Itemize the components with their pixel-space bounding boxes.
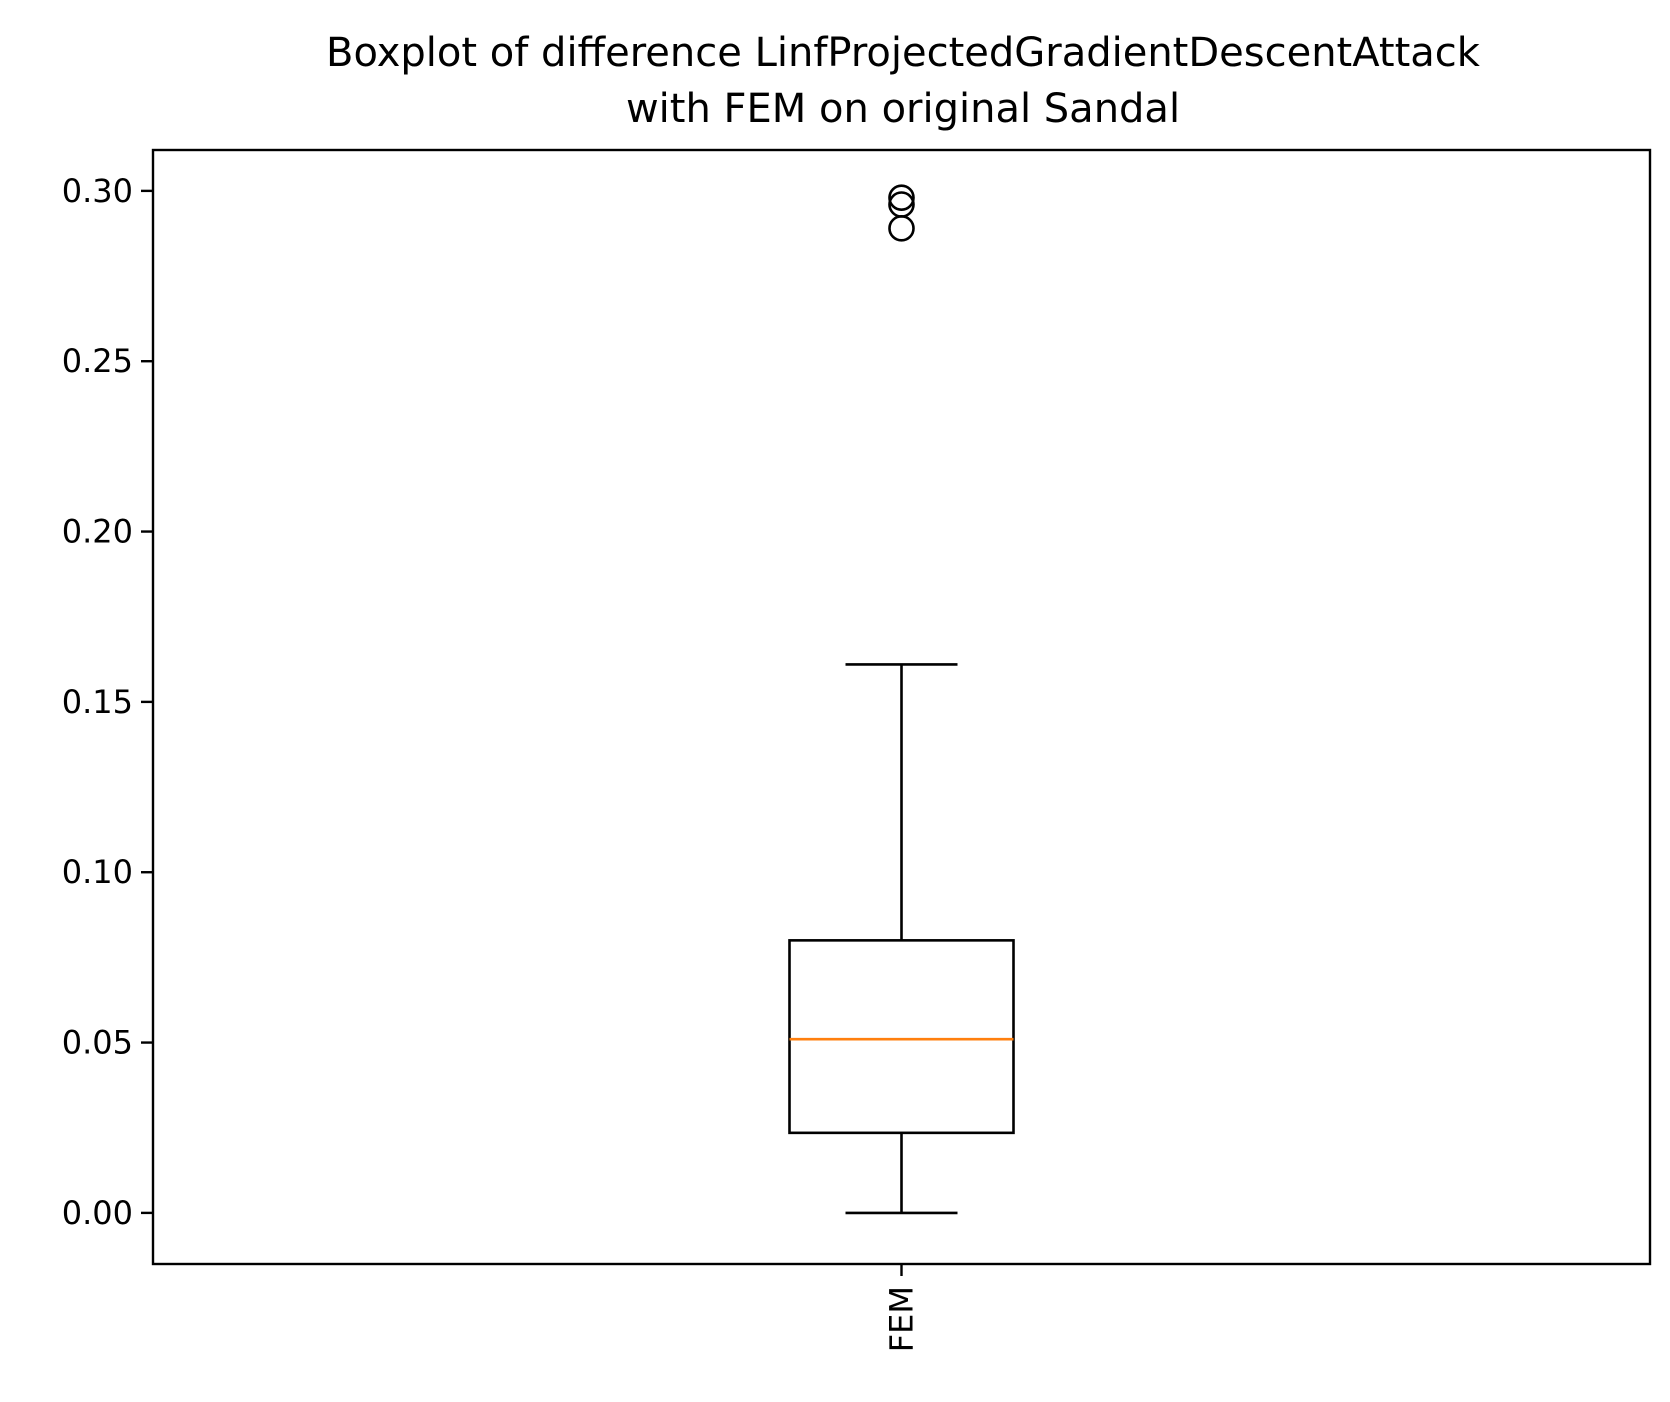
y-tick-label: 0.20 [62,513,133,551]
y-tick-label: 0.05 [62,1024,133,1062]
y-tick-label: 0.10 [62,853,133,891]
axes-frame [151,148,1652,1266]
y-tick-label: 0.15 [62,683,133,721]
y-tick-label: 0.00 [62,1194,133,1232]
plot-area: 0.00 0.05 0.10 0.15 0.20 0.25 0.30 FEM [62,172,1015,1352]
x-tick-label: FEM [883,1286,921,1352]
chart-title-line-1: Boxplot of difference LinfProjectedGradi… [326,30,1481,76]
iqr-box [788,939,1015,1135]
y-tick-label: 0.25 [62,342,133,380]
y-tick-label: 0.30 [62,172,133,210]
outlier-point [888,184,915,211]
chart-title-line-2: with FEM on original Sandal [626,86,1180,132]
outlier-point [888,215,915,242]
